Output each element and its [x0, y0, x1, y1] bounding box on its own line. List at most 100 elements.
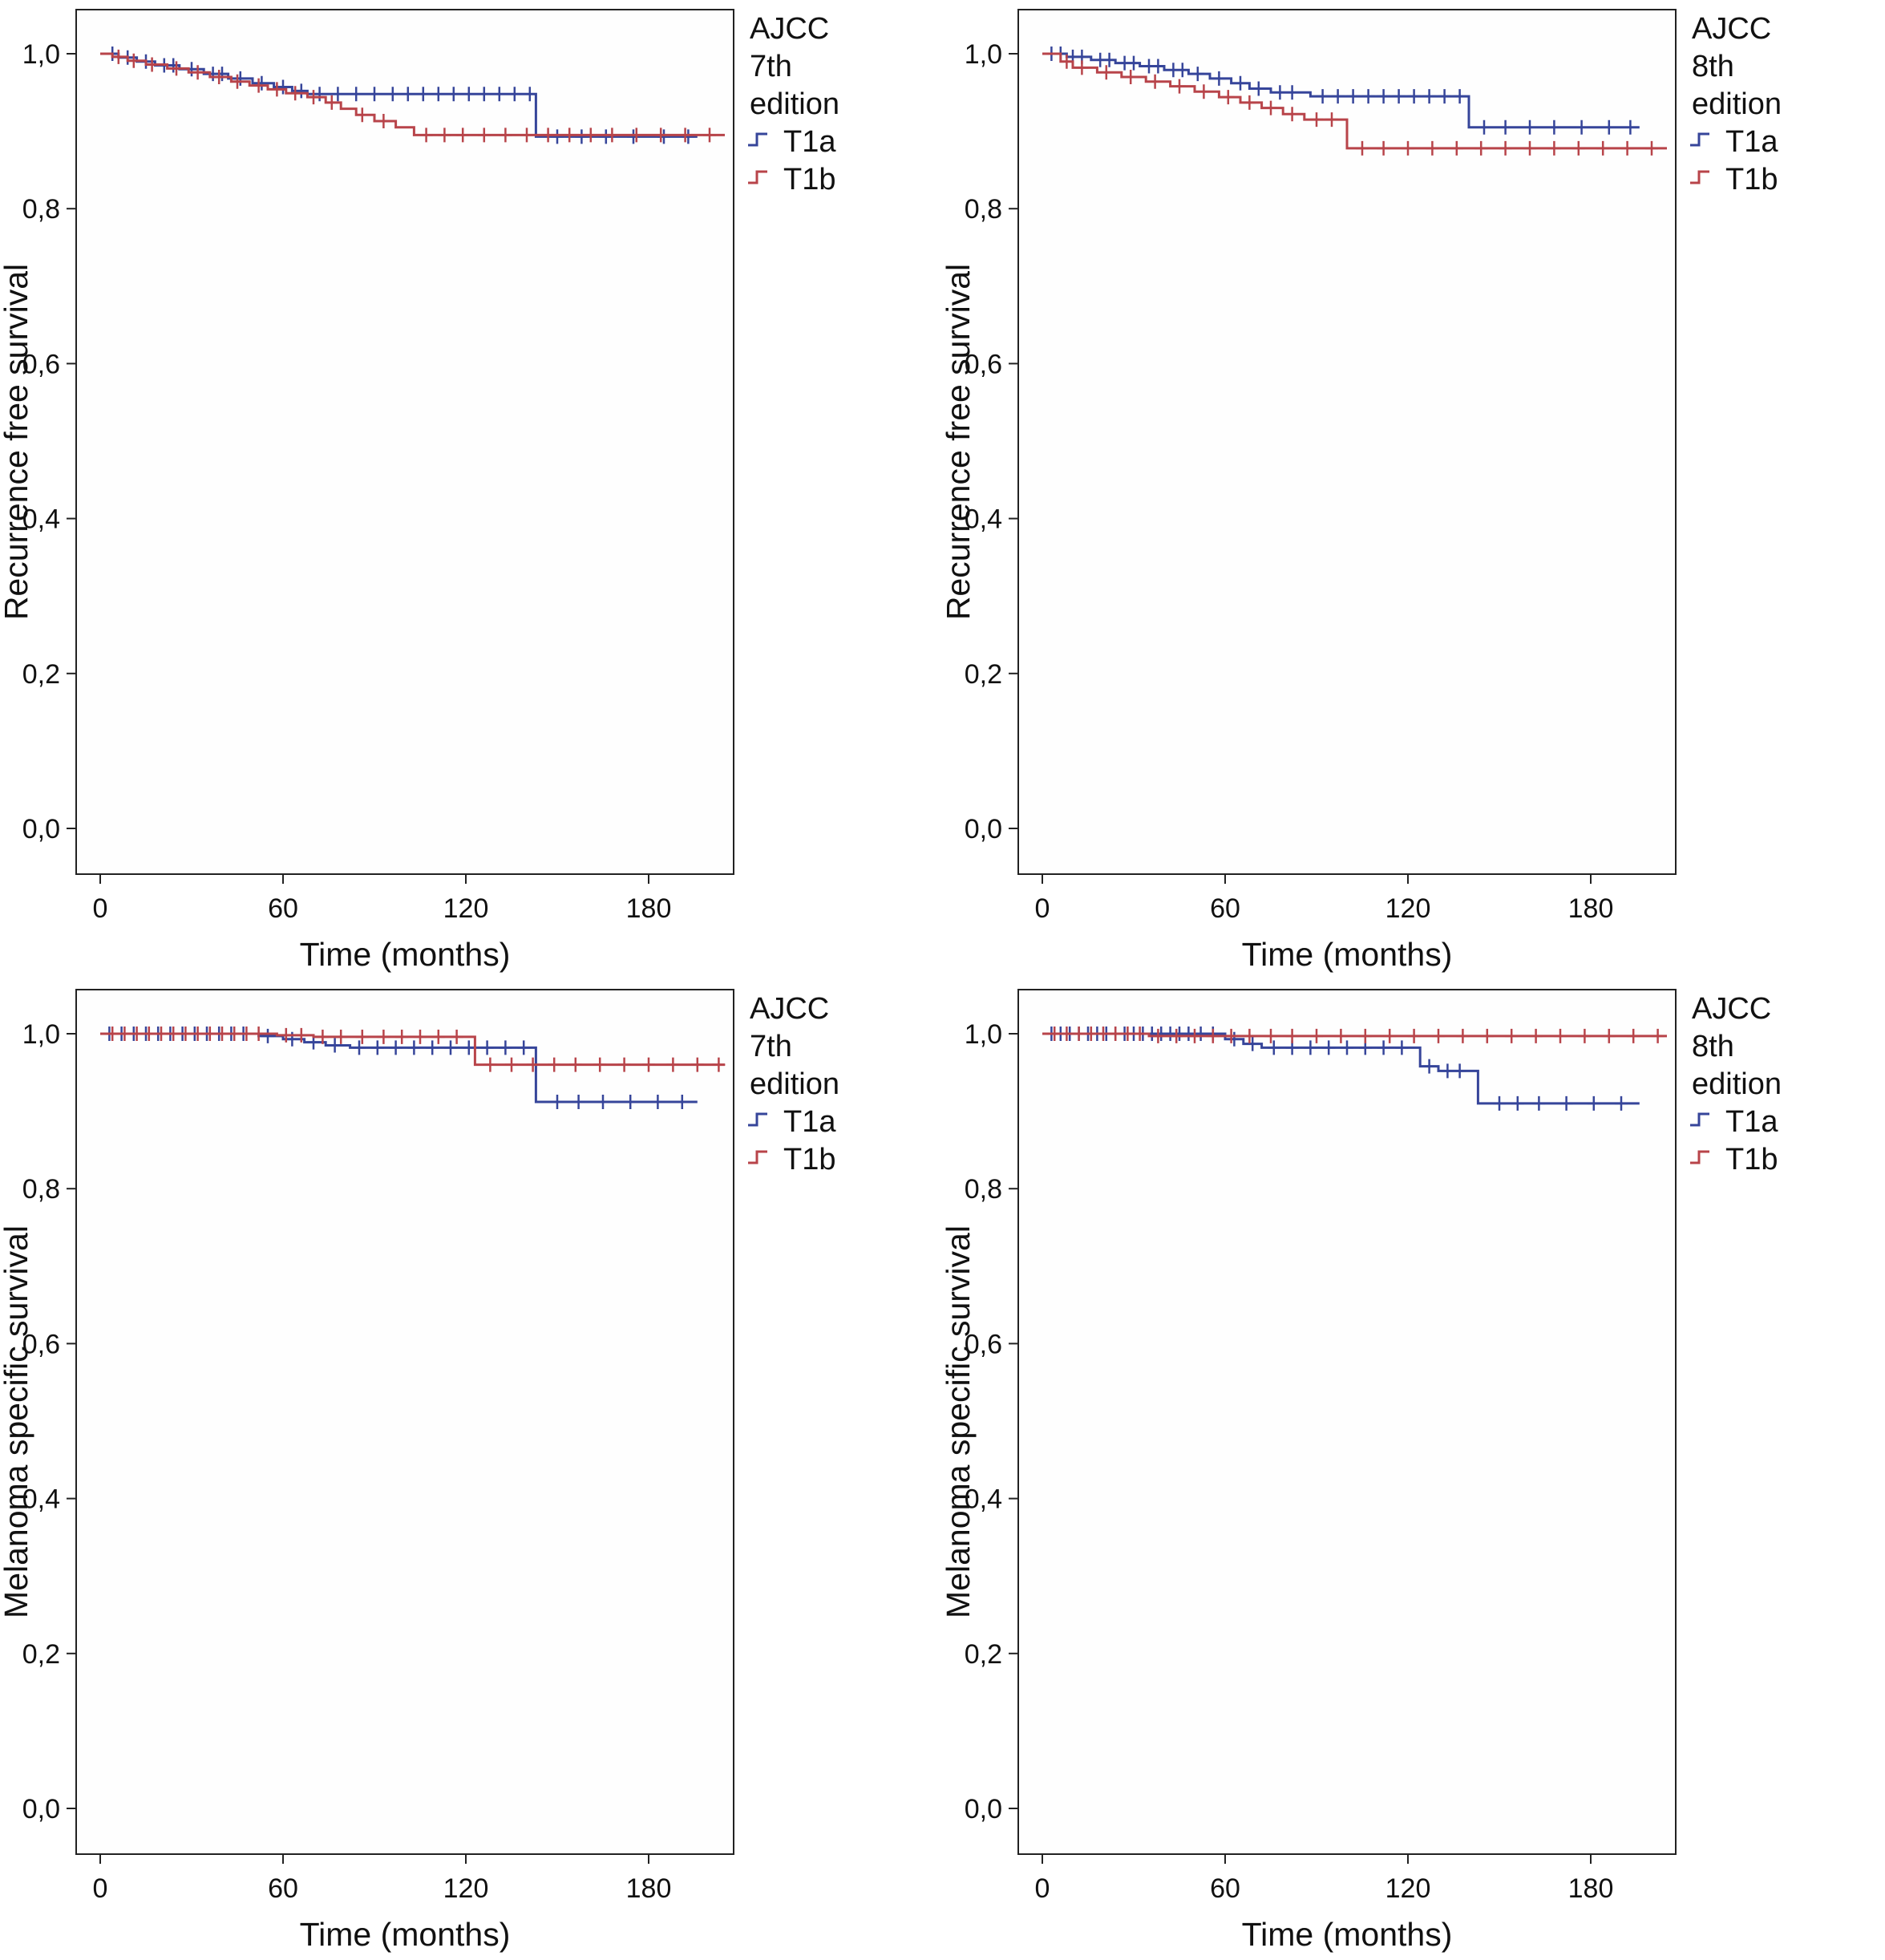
y-axis: 0,0 0,2 0,4 0,6 0,8 1,0 — [965, 39, 1018, 844]
y-tick-label: 1,0 — [22, 39, 60, 70]
legend-label-T1b: T1b — [783, 1143, 835, 1176]
chart-melanoma-specific-survival-ajcc8: 0,0 0,2 0,4 0,6 0,8 1,0 0 60 120 180 Time (months)… — [942, 980, 1885, 1960]
legend-title-line: AJCC — [750, 992, 829, 1026]
legend-swatch-T1b — [1690, 1150, 1709, 1164]
km-plot-rfs-ajcc7: 0,0 0,2 0,4 0,6 0,8 1,0 0 60 120 180 Time (months)… — [0, 0, 942, 980]
x-axis-title: Time (months) — [1242, 936, 1453, 973]
y-axis: 0,0 0,2 0,4 0,6 0,8 1,0 — [22, 1019, 76, 1824]
km-plot-mss-ajcc8: 0,0 0,2 0,4 0,6 0,8 1,0 0 60 120 180 Time (months)… — [942, 980, 1884, 1960]
y-tick-label: 1,0 — [22, 1019, 60, 1050]
censor-marks-T1b — [1060, 54, 1658, 156]
y-tick-label: 0,2 — [965, 659, 1002, 690]
x-axis: 0 60 120 180 — [93, 1854, 672, 1904]
km-plot-mss-ajcc7: 0,0 0,2 0,4 0,6 0,8 1,0 0 60 120 180 Time (months)… — [0, 980, 942, 1960]
plot-frame — [75, 989, 734, 1855]
legend-label-T1a: T1a — [783, 125, 836, 159]
y-tick-label: 0,4 — [22, 1484, 60, 1515]
x-tick-label: 60 — [268, 893, 298, 924]
y-tick-label: 0,0 — [965, 814, 1002, 844]
legend-label-T1b: T1b — [1725, 1143, 1778, 1176]
x-axis: 0 60 120 180 — [1035, 1854, 1614, 1904]
plot-frame — [1017, 9, 1677, 875]
y-axis-title: Melanoma specific survival — [942, 1225, 977, 1618]
y-tick-label: 0,2 — [965, 1639, 1002, 1670]
legend-title-line: AJCC — [1692, 992, 1771, 1026]
y-tick-label: 0,8 — [22, 1174, 60, 1205]
x-tick-label: 120 — [1385, 1873, 1431, 1904]
legend-title-line: 8th — [1692, 50, 1734, 83]
chart-melanoma-specific-survival-ajcc7: 0,0 0,2 0,4 0,6 0,8 1,0 0 60 120 180 Time (months)… — [0, 980, 942, 1960]
y-tick-label: 0,4 — [22, 504, 60, 535]
legend-title-line: edition — [1692, 1067, 1782, 1101]
legend-title-line: 7th — [750, 50, 792, 83]
x-tick-label: 0 — [93, 1873, 108, 1904]
x-axis-title: Time (months) — [300, 1916, 511, 1953]
x-tick-label: 120 — [443, 893, 489, 924]
y-tick-label: 0,2 — [22, 659, 60, 690]
y-tick-label: 0,6 — [22, 349, 60, 379]
legend-label-T1b: T1b — [783, 163, 835, 196]
y-tick-label: 0,6 — [22, 1329, 60, 1359]
y-tick-label: 0,4 — [965, 1484, 1002, 1515]
censor-marks-T1b — [111, 49, 716, 143]
x-axis-title: Time (months) — [300, 936, 511, 973]
y-axis-title: Recurrence free survival — [0, 264, 34, 620]
y-axis: 0,0 0,2 0,4 0,6 0,8 1,0 — [965, 1019, 1018, 1824]
y-tick-label: 0,2 — [22, 1639, 60, 1670]
legend-title-line: edition — [1692, 87, 1782, 121]
legend-title-line: 7th — [750, 1030, 792, 1063]
legend-label-T1a: T1a — [1725, 1105, 1778, 1139]
legend-swatch-T1a — [748, 1112, 767, 1127]
x-axis-title: Time (months) — [1242, 1916, 1453, 1953]
y-axis: 0,0 0,2 0,4 0,6 0,8 1,0 — [22, 39, 76, 844]
legend: AJCC 8th edition T1a T1b — [1690, 12, 1782, 196]
y-tick-label: 0,8 — [965, 1174, 1002, 1205]
y-tick-label: 0,8 — [22, 194, 60, 225]
x-axis: 0 60 120 180 — [1035, 874, 1614, 924]
x-tick-label: 120 — [1385, 893, 1431, 924]
legend-swatch-T1a — [1690, 132, 1709, 147]
legend-label-T1b: T1b — [1725, 163, 1778, 196]
legend: AJCC 8th edition T1a T1b — [1690, 992, 1782, 1176]
y-tick-label: 0,0 — [22, 814, 60, 844]
y-tick-label: 1,0 — [965, 1019, 1002, 1050]
x-tick-label: 60 — [268, 1873, 298, 1904]
km-plot-rfs-ajcc8: 0,0 0,2 0,4 0,6 0,8 1,0 0 60 120 180 Time (months)… — [942, 0, 1884, 980]
plot-frame — [75, 9, 734, 875]
y-tick-label: 0,6 — [965, 349, 1002, 379]
legend-title-line: edition — [750, 1067, 839, 1101]
legend-title-line: edition — [750, 87, 839, 121]
y-tick-label: 0,4 — [965, 504, 1002, 535]
legend-label-T1a: T1a — [1725, 125, 1778, 159]
x-tick-label: 180 — [1568, 1873, 1614, 1904]
legend-swatch-T1a — [748, 132, 767, 147]
x-tick-label: 0 — [93, 893, 108, 924]
y-axis-title: Melanoma specific survival — [0, 1225, 34, 1618]
x-tick-label: 60 — [1210, 893, 1240, 924]
x-tick-label: 0 — [1035, 1873, 1050, 1904]
legend: AJCC 7th edition T1a T1b — [748, 992, 839, 1176]
legend-swatch-T1b — [748, 170, 767, 184]
x-tick-label: 180 — [1568, 893, 1614, 924]
x-tick-label: 180 — [626, 1873, 672, 1904]
legend-swatch-T1b — [748, 1150, 767, 1164]
y-tick-label: 0,6 — [965, 1329, 1002, 1359]
y-tick-label: 0,0 — [22, 1794, 60, 1824]
y-tick-label: 0,0 — [965, 1794, 1002, 1824]
legend-title-line: AJCC — [1692, 12, 1771, 46]
legend-title-line: AJCC — [750, 12, 829, 46]
x-axis: 0 60 120 180 — [93, 874, 672, 924]
censor-marks-T1b — [1048, 1027, 1665, 1043]
legend: AJCC 7th edition T1a T1b — [748, 12, 839, 196]
x-tick-label: 120 — [443, 1873, 489, 1904]
survival-curve-T1b — [100, 1032, 725, 1067]
plot-frame — [1017, 989, 1677, 1855]
legend-label-T1a: T1a — [783, 1105, 836, 1139]
x-tick-label: 60 — [1210, 1873, 1240, 1904]
y-tick-label: 0,8 — [965, 194, 1002, 225]
legend-swatch-T1a — [1690, 1112, 1709, 1127]
chart-recurrence-free-survival-ajcc7: 0,0 0,2 0,4 0,6 0,8 1,0 0 60 120 180 Time (months)… — [0, 0, 942, 980]
x-tick-label: 180 — [626, 893, 672, 924]
chart-recurrence-free-survival-ajcc8: 0,0 0,2 0,4 0,6 0,8 1,0 0 60 120 180 Time (months)… — [942, 0, 1885, 980]
